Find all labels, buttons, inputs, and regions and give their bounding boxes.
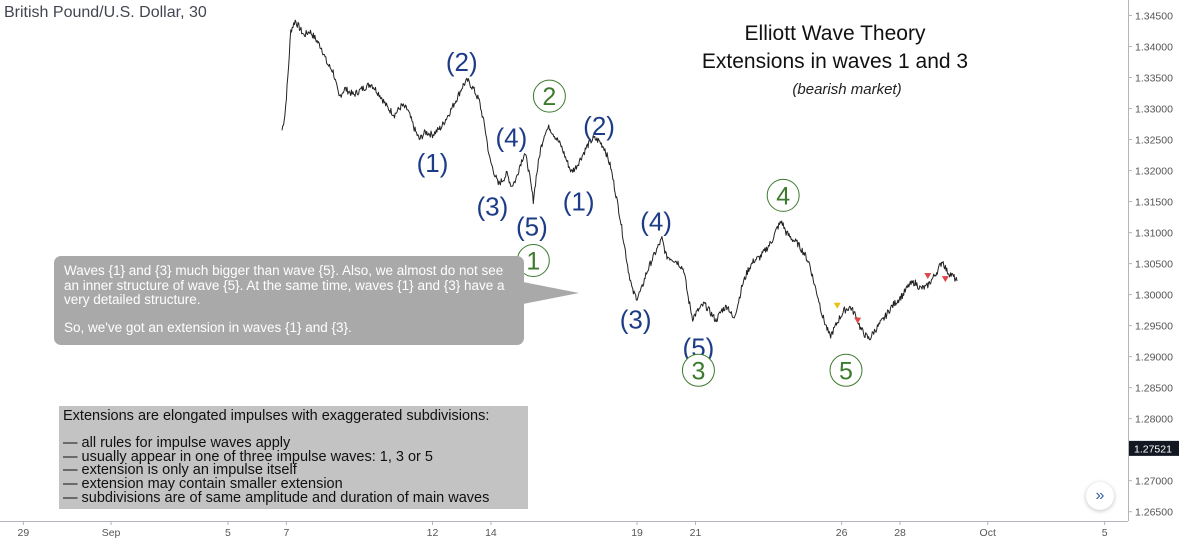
- time-axis-label: Sep: [102, 527, 121, 539]
- price-axis-label: 1.31500: [1135, 197, 1173, 209]
- time-axis-label: 26: [836, 527, 848, 539]
- callout-pointer: [523, 282, 579, 304]
- wave-label: (5): [516, 211, 548, 241]
- chart-title-line-1: Elliott Wave Theory: [744, 22, 926, 45]
- symbol-title: British Pound/U.S. Dollar, 30: [4, 4, 207, 21]
- wave-circle: [766, 178, 800, 212]
- wave-label: (2): [583, 111, 615, 141]
- wave-label: 1: [526, 248, 540, 276]
- price-axis-label: 1.28500: [1135, 383, 1173, 395]
- last-price-badge: [1129, 440, 1179, 456]
- extension-item: — subdivisions are of same amplitude and…: [63, 489, 490, 506]
- time-axis-label: 5: [1102, 527, 1108, 539]
- extension-heading: Extensions are elongated impulses with e…: [63, 408, 490, 424]
- chart-subtitle: (bearish market): [792, 81, 902, 98]
- price-axis-label: 1.30500: [1135, 259, 1173, 271]
- wave-label: (1): [417, 148, 449, 178]
- price-axis-label: 1.34000: [1135, 42, 1173, 54]
- price-axis-label: 1.27000: [1135, 476, 1173, 488]
- price-axis-label: 1.29000: [1135, 352, 1173, 364]
- price-axis-label: 1.32000: [1135, 166, 1173, 178]
- last-price-label: 1.27521: [1134, 443, 1172, 455]
- wave-circle: [829, 353, 863, 387]
- wave-label: (4): [640, 206, 672, 236]
- wave-label: (4): [496, 123, 528, 153]
- extension-item: — extension may contain smaller extensio…: [63, 476, 343, 493]
- wave-label: 3: [691, 357, 705, 385]
- signal-marker: [924, 273, 932, 280]
- wave-circle: [532, 79, 566, 113]
- extension-item: — extension is only an impulse itself: [63, 462, 297, 479]
- wave-label: (2): [446, 47, 478, 77]
- price-axis-label: 1.28000: [1135, 414, 1173, 426]
- callout-conclusion: So, we've got an extension in waves {1} …: [64, 319, 352, 335]
- signal-marker: [854, 317, 862, 324]
- time-axis-label: 29: [18, 527, 30, 539]
- price-axis-label: 1.33000: [1135, 104, 1173, 116]
- time-axis-label: 5: [225, 527, 231, 539]
- wave-circle: [681, 353, 715, 387]
- callout-text: Waves {1} and {3} much bigger than wave …: [64, 263, 505, 307]
- time-axis-label: 28: [894, 527, 906, 539]
- extension-item: — usually appear in one of three impulse…: [63, 448, 433, 465]
- wave-label: (3): [477, 192, 509, 222]
- wave-label: (1): [563, 187, 595, 217]
- signal-marker: [941, 276, 949, 283]
- wave-label: 4: [776, 182, 790, 210]
- extension-info-box: Extensions are elongated impulses with e…: [59, 406, 528, 509]
- callout-box: Waves {1} and {3} much bigger than wave …: [54, 256, 524, 345]
- signal-marker: [833, 302, 841, 309]
- chart-title: Elliott Wave Theory Extensions in waves …: [660, 20, 1010, 76]
- time-axis-label: 12: [427, 527, 439, 539]
- chevron-double-right-icon: »: [1095, 487, 1105, 504]
- price-axis-label: 1.32500: [1135, 135, 1173, 147]
- time-axis-label: 19: [631, 527, 643, 539]
- price-axis-label: 1.34500: [1135, 11, 1173, 23]
- wave-label: 5: [839, 357, 853, 385]
- wave-label: (3): [620, 304, 652, 334]
- wave-label: 2: [542, 83, 556, 111]
- chart-title-line-2: Extensions in waves 1 and 3: [701, 50, 969, 73]
- time-axis-label: 21: [690, 527, 702, 539]
- time-axis-label: 14: [485, 527, 497, 539]
- scroll-to-realtime-button[interactable]: »: [1086, 482, 1114, 510]
- price-axis-label: 1.33500: [1135, 73, 1173, 85]
- extension-item: — all rules for impulse waves apply: [63, 434, 291, 451]
- price-axis-label: 1.31000: [1135, 228, 1173, 240]
- price-axis-label: 1.30000: [1135, 290, 1173, 302]
- price-axis-label: 1.29500: [1135, 321, 1173, 333]
- time-axis-label: Oct: [980, 527, 996, 539]
- price-axis-label: 1.26500: [1135, 507, 1173, 519]
- time-axis-label: 7: [283, 527, 289, 539]
- price-series-line: [281, 19, 958, 341]
